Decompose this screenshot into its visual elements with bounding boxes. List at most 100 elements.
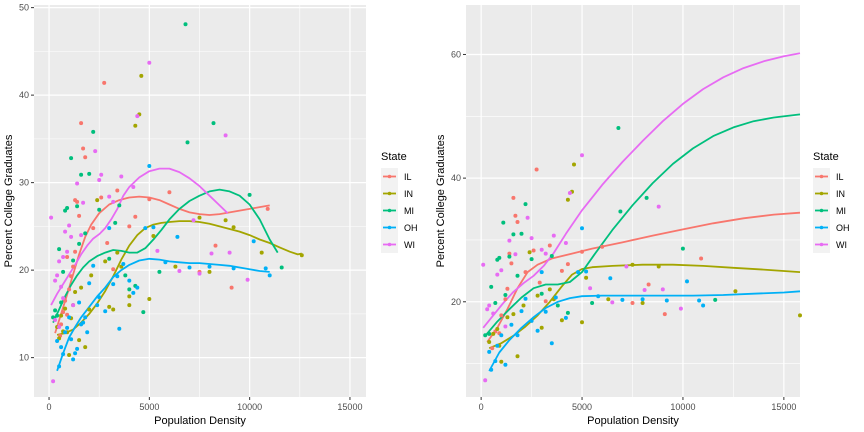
data-point-il: [543, 299, 548, 304]
data-point-il: [503, 297, 508, 302]
data-point-in: [547, 287, 552, 292]
data-point-wi: [543, 251, 548, 256]
y-tick-label: 20: [19, 265, 29, 275]
data-point-oh: [580, 226, 584, 231]
data-point-wi: [93, 149, 98, 154]
data-point-mi: [539, 291, 544, 296]
data-point-oh: [664, 298, 669, 303]
data-point-oh: [143, 226, 148, 231]
right-panel-background: [466, 5, 800, 397]
x-tick-label: 5000: [139, 402, 159, 412]
data-point-wi: [177, 269, 182, 273]
legend-label: MI: [836, 206, 846, 216]
y-tick-label: 10: [19, 353, 29, 363]
smooth-line-in: [488, 263, 801, 350]
data-point-oh: [539, 270, 544, 275]
data-point-il: [600, 244, 605, 249]
data-point-mi: [487, 331, 492, 336]
data-point-in: [733, 289, 738, 294]
data-point-in: [83, 345, 88, 350]
data-point-oh: [83, 315, 88, 320]
data-point-in: [89, 273, 94, 278]
data-point-wi: [223, 133, 228, 138]
data-point-oh: [553, 295, 558, 300]
data-point-mi: [57, 247, 62, 252]
data-point-wi: [539, 247, 544, 252]
data-point-mi: [493, 301, 498, 305]
data-point-oh: [147, 164, 152, 168]
data-point-in: [495, 327, 500, 331]
data-point-il: [490, 346, 495, 351]
data-point-oh: [503, 362, 508, 367]
data-point-mi: [529, 257, 534, 262]
data-point-mi: [555, 303, 560, 308]
data-point-il: [511, 195, 516, 200]
data-point-in: [127, 294, 132, 299]
data-point-oh: [487, 349, 492, 354]
data-point-oh: [127, 278, 132, 283]
data-point-oh: [61, 352, 66, 357]
data-point-mi: [483, 333, 488, 338]
data-point-mi: [123, 273, 128, 278]
data-point-in: [147, 297, 152, 301]
legend-key-point: [387, 242, 392, 247]
data-point-oh: [489, 367, 494, 372]
data-point-wi: [53, 318, 58, 322]
data-point-il: [523, 270, 528, 275]
left-legend: State IL IN MI OH WI: [381, 151, 418, 253]
data-point-wi: [65, 249, 70, 254]
data-point-wi: [147, 60, 152, 65]
legend-key-point: [387, 225, 392, 230]
data-point-wi: [567, 191, 572, 195]
data-point-il: [565, 262, 570, 267]
y-tick-label: 40: [451, 173, 461, 183]
data-point-oh: [576, 270, 580, 275]
left-legend-title: State: [381, 151, 407, 163]
data-point-oh: [85, 330, 90, 335]
legend-item-il: IL: [813, 168, 844, 185]
data-point-oh: [131, 290, 136, 295]
smooth-line-in: [56, 220, 302, 336]
data-point-oh: [95, 303, 100, 308]
data-point-wi: [513, 252, 518, 257]
legend-item-in: IN: [381, 185, 413, 202]
left-plot-panel: 0 5000 10000 15000 10 20 30 40 50 Population Den…: [3, 3, 366, 427]
data-point-in: [584, 275, 589, 280]
data-point-mi: [53, 308, 58, 313]
data-point-oh: [73, 351, 78, 356]
data-point-in: [115, 250, 120, 255]
data-point-wi: [551, 233, 556, 238]
data-point-mi: [113, 220, 118, 225]
data-point-mi: [97, 207, 102, 212]
x-tick-label: 0: [479, 402, 484, 412]
data-point-oh: [685, 279, 689, 284]
data-point-wi: [660, 287, 665, 292]
data-point-oh: [563, 315, 568, 320]
data-point-in: [515, 354, 520, 359]
data-point-oh: [608, 276, 613, 281]
legend-key-point: [819, 174, 824, 179]
data-point-oh: [121, 262, 126, 266]
left-x-axis-title: Population Density: [154, 415, 246, 427]
data-point-in: [139, 73, 144, 78]
data-point-il: [505, 286, 510, 291]
data-point-mi: [511, 232, 516, 237]
data-point-wi: [99, 172, 104, 177]
data-point-in: [231, 225, 236, 230]
data-point-mi: [247, 192, 252, 197]
data-point-wi: [588, 286, 593, 291]
legend-item-mi: MI: [381, 202, 414, 219]
data-point-oh: [81, 320, 86, 325]
data-point-il: [102, 80, 107, 85]
data-point-mi: [279, 265, 284, 270]
data-point-oh: [163, 260, 168, 265]
data-point-oh: [111, 282, 116, 287]
right-legend-title: State: [813, 151, 839, 163]
data-point-in: [640, 301, 645, 305]
data-point-in: [580, 320, 584, 325]
data-point-mi: [83, 231, 88, 236]
right-y-axis-title: Percent College Graduates: [435, 134, 447, 267]
data-point-wi: [481, 262, 486, 267]
data-point-mi: [211, 121, 216, 126]
data-point-wi: [485, 307, 490, 312]
